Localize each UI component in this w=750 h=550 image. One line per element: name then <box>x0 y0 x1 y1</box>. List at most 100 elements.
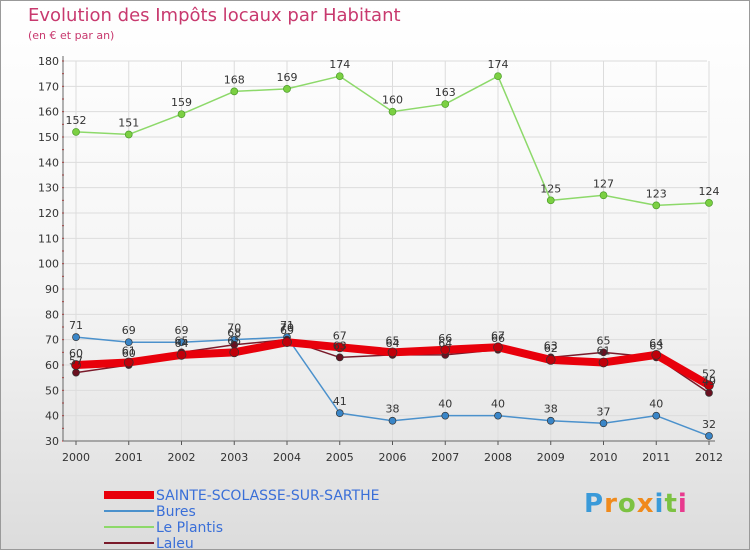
data-point <box>177 338 186 347</box>
data-label: 52 <box>702 367 716 380</box>
y-tick-label: 70 <box>45 334 59 347</box>
data-label: 57 <box>69 355 83 368</box>
y-tick-label: 150 <box>38 131 59 144</box>
chart-title: Evolution des Impôts locaux par Habitant <box>28 5 401 26</box>
data-label: 49 <box>702 375 716 388</box>
data-label: 70 <box>280 322 294 335</box>
x-tick-label: 2009 <box>537 451 565 464</box>
data-point <box>388 107 397 116</box>
data-label: 65 <box>386 334 400 347</box>
data-point <box>334 342 345 353</box>
data-point <box>599 191 608 200</box>
logo-letter: o <box>617 489 637 519</box>
data-label: 60 <box>69 347 83 360</box>
data-point <box>493 342 503 353</box>
x-tick-label: 2001 <box>115 451 143 464</box>
y-tick-label: 50 <box>45 384 59 397</box>
y-tick-label: 180 <box>38 55 59 68</box>
series-2 <box>72 72 713 210</box>
data-label: 63 <box>649 339 663 352</box>
data-label: 124 <box>699 185 720 198</box>
y-tick-label: 140 <box>38 156 59 169</box>
data-label: 152 <box>66 114 87 127</box>
data-label: 41 <box>333 395 347 408</box>
x-tick-label: 2000 <box>62 451 90 464</box>
data-point <box>230 87 239 96</box>
series-1 <box>72 333 713 440</box>
y-tick-label: 40 <box>45 410 59 423</box>
data-label: 71 <box>280 319 294 332</box>
data-point <box>598 357 609 368</box>
legend-label: Le Plantis <box>156 520 224 536</box>
x-tick-label: 2008 <box>484 451 512 464</box>
data-label: 69 <box>280 324 294 337</box>
data-point <box>176 350 187 360</box>
data-label: 160 <box>382 94 403 107</box>
data-point <box>441 411 450 420</box>
data-point <box>72 333 80 341</box>
series-0 <box>71 337 714 391</box>
data-label: 68 <box>227 327 241 340</box>
data-point <box>388 416 397 425</box>
data-label: 37 <box>597 405 611 418</box>
data-point <box>123 357 134 368</box>
data-label: 64 <box>175 337 189 350</box>
data-point <box>124 338 133 347</box>
data-label: 40 <box>491 398 505 411</box>
data-point <box>494 72 502 81</box>
data-label: 69 <box>122 324 136 337</box>
data-point <box>229 347 240 358</box>
data-label: 71 <box>69 319 83 332</box>
data-point <box>705 389 713 397</box>
logo-letter: r <box>604 489 618 519</box>
y-tick-label: 170 <box>38 80 59 93</box>
data-label: 163 <box>435 86 456 99</box>
data-point <box>546 196 555 205</box>
legend-label: Bures <box>156 504 196 520</box>
legend-swatch <box>104 526 154 528</box>
data-label: 66 <box>438 332 452 345</box>
data-point <box>177 110 186 119</box>
grid <box>63 60 710 442</box>
x-tick-label: 2011 <box>642 451 670 464</box>
logo-letter: i <box>677 489 688 519</box>
data-label: 64 <box>386 337 400 350</box>
data-label: 64 <box>438 337 452 350</box>
x-tick-label: 2004 <box>273 451 301 464</box>
data-point <box>335 72 344 81</box>
legend-swatch <box>104 510 154 512</box>
data-point <box>72 128 80 136</box>
y-tick-label: 110 <box>38 232 59 245</box>
legend-swatch <box>104 491 154 499</box>
series-layer: 152 151 159 168 169 174 160 163 174 125 127 123 124 7… <box>66 58 720 440</box>
data-label: 151 <box>118 116 139 129</box>
data-label: 168 <box>224 73 245 86</box>
x-tick-label: 2007 <box>431 451 459 464</box>
data-label: 63 <box>333 339 347 352</box>
data-point <box>387 347 398 358</box>
data-point <box>705 199 713 207</box>
data-point <box>546 416 555 425</box>
data-point <box>71 360 81 370</box>
x-tick-label: 2002 <box>168 451 196 464</box>
data-label: 174 <box>488 58 509 71</box>
legend-swatch <box>104 542 154 544</box>
logo-letter: i <box>654 489 665 519</box>
data-label: 61 <box>597 344 611 357</box>
data-label: 123 <box>646 187 667 200</box>
data-point <box>494 411 502 420</box>
data-label: 65 <box>175 334 189 347</box>
data-point <box>335 353 344 362</box>
y-tick-label: 100 <box>38 258 59 271</box>
data-label: 38 <box>386 403 400 416</box>
data-point <box>599 419 608 428</box>
data-label: 64 <box>649 337 663 350</box>
data-label: 60 <box>122 347 136 360</box>
data-label: 40 <box>438 398 452 411</box>
data-point <box>599 348 608 357</box>
data-point <box>440 344 451 355</box>
data-label: 67 <box>491 329 505 342</box>
data-label: 63 <box>544 339 558 352</box>
x-tick-label: 2003 <box>220 451 248 464</box>
